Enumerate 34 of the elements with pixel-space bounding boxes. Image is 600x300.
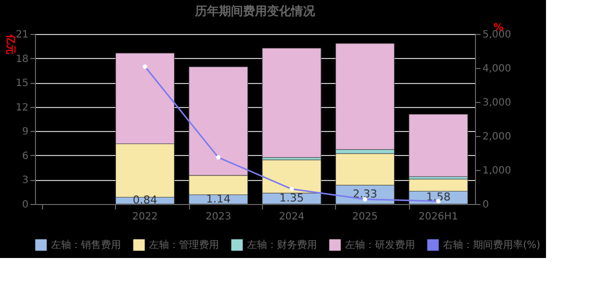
y-tick-label: 0 <box>22 200 28 210</box>
y-axis-title: 亿元 <box>4 34 16 54</box>
data-label: 1.14 <box>206 192 231 206</box>
y2-tick-label: 2,000 <box>482 132 512 142</box>
y2-tick-label: 0 <box>482 200 489 210</box>
y-tick-label: 9 <box>22 126 28 138</box>
y2-tick-label: 1,000 <box>482 166 512 176</box>
y-tick-label: 3 <box>22 175 28 186</box>
x-tick-label: 2025 <box>352 212 378 222</box>
y-tick-label: 21 <box>16 30 28 40</box>
legend-label: 右轴：期间费用率(%) <box>443 239 540 251</box>
y2-tick-label: 4,000 <box>482 64 512 74</box>
y2-tick-label: 5,000 <box>482 30 512 40</box>
x-tick-label: 2023 <box>206 212 232 222</box>
data-label: 1.35 <box>279 192 304 205</box>
data-label: 2.33 <box>352 188 378 201</box>
y-tick-label: 15 <box>16 78 28 90</box>
x-tick-label: 2026H1 <box>418 212 458 222</box>
bar <box>408 114 468 177</box>
legend-label: 左轴：研发费用 <box>345 239 415 251</box>
legend-label: 左轴：销售费用 <box>51 239 121 251</box>
y2-tick-label: 3,000 <box>482 98 512 108</box>
chart-title: 历年期间费用变化情况 <box>194 4 316 18</box>
x-tick-label: 2024 <box>278 212 304 222</box>
legend-label: 左轴：财务费用 <box>247 239 317 251</box>
y-tick-label: 6 <box>22 150 28 162</box>
legend-label: 左轴：管理费用 <box>149 239 219 251</box>
y-tick-label: 12 <box>16 102 28 114</box>
x-tick-label: 2022 <box>132 212 158 222</box>
bar <box>262 48 322 158</box>
data-label: 1.58 <box>426 190 451 204</box>
data-label: 0.84 <box>132 194 158 207</box>
bar <box>335 43 395 150</box>
y-tick-label: 18 <box>16 54 28 65</box>
